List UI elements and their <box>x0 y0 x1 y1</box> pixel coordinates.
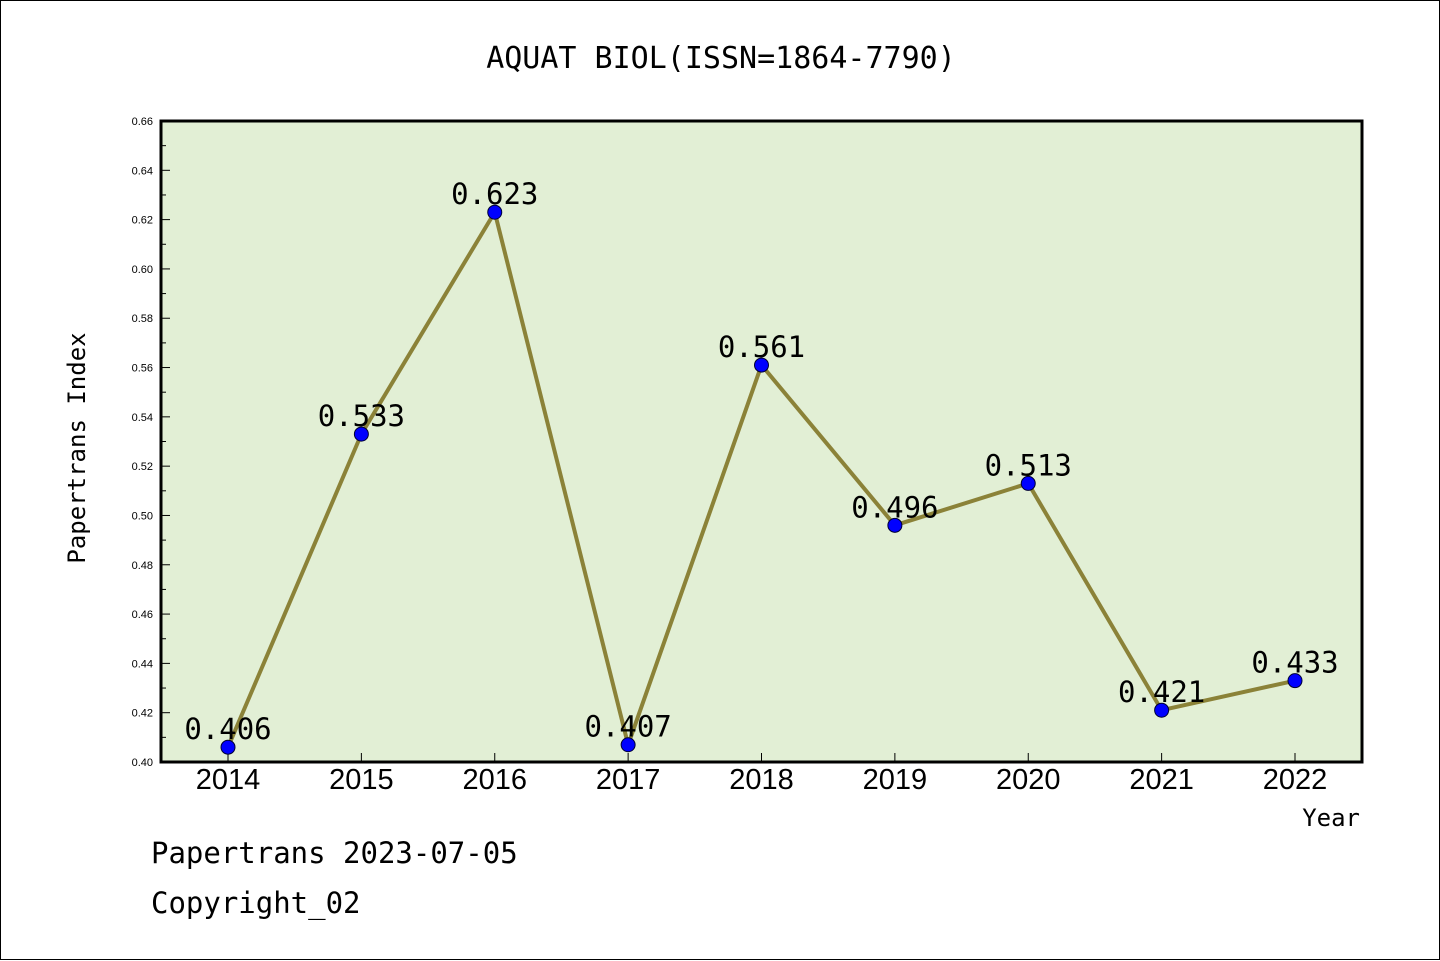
y-axis-ticks: 0.40 0.42 0.44 0.46 0.48 0.50 0.52 0.54 0.56 0.58… <box>132 116 170 769</box>
data-label: 0.513 <box>985 448 1072 482</box>
x-tick-label: 2020 <box>996 764 1061 796</box>
y-tick-label: 0.54 <box>132 412 153 424</box>
y-tick-label: 0.48 <box>132 560 153 572</box>
x-axis-ticks: 2014 2015 2016 2017 2018 2019 2020 2021 2022 <box>196 753 1328 796</box>
data-label: 0.623 <box>451 177 538 211</box>
data-point <box>887 517 903 533</box>
data-label: 0.496 <box>851 490 938 524</box>
y-tick-label: 0.50 <box>132 510 153 522</box>
y-tick-label: 0.62 <box>132 215 153 227</box>
x-tick-label: 2014 <box>196 764 261 796</box>
x-tick-label: 2016 <box>462 764 527 796</box>
data-point <box>487 204 503 220</box>
data-label: 0.433 <box>1251 646 1338 680</box>
data-point <box>1287 673 1303 689</box>
y-tick-label: 0.56 <box>132 363 153 375</box>
data-labels: 0.406 0.533 0.623 0.407 0.561 0.496 0.513 0.421… <box>184 177 1338 746</box>
footer-copyright: Copyright_02 <box>151 886 361 920</box>
data-label: 0.533 <box>318 399 405 433</box>
x-tick-label: 2017 <box>596 764 661 796</box>
data-point <box>1020 475 1036 491</box>
data-point <box>620 737 636 753</box>
data-point <box>754 357 769 373</box>
x-tick-label: 2022 <box>1263 764 1328 796</box>
data-point <box>220 739 236 755</box>
chart-title: AQUAT BIOL(ISSN=1864-7790) <box>486 41 956 76</box>
x-tick-label: 2019 <box>863 764 928 796</box>
y-axis-title: Papertrans Index <box>63 332 91 563</box>
footer-date: Papertrans 2023-07-05 <box>151 836 518 870</box>
y-tick-label: 0.64 <box>132 165 153 177</box>
data-label: 0.406 <box>184 712 271 746</box>
data-point <box>353 426 369 442</box>
y-tick-label: 0.58 <box>132 313 153 325</box>
data-label: 0.407 <box>584 710 671 744</box>
y-tick-label: 0.66 <box>132 116 153 128</box>
data-point <box>1154 702 1170 718</box>
data-label: 0.421 <box>1118 675 1205 709</box>
y-tick-label: 0.40 <box>132 757 153 769</box>
data-label: 0.561 <box>718 330 805 364</box>
x-tick-label: 2015 <box>329 764 394 796</box>
series-markers <box>220 204 1303 755</box>
x-axis-title: Year <box>1302 804 1360 832</box>
y-tick-label: 0.42 <box>132 708 153 720</box>
y-tick-label: 0.60 <box>132 264 153 276</box>
x-tick-label: 2021 <box>1129 764 1194 796</box>
x-tick-label: 2018 <box>729 764 794 796</box>
y-tick-label: 0.52 <box>132 461 153 473</box>
y-tick-label: 0.46 <box>132 609 153 621</box>
plot-area <box>159 119 1364 764</box>
y-tick-label: 0.44 <box>132 658 153 670</box>
